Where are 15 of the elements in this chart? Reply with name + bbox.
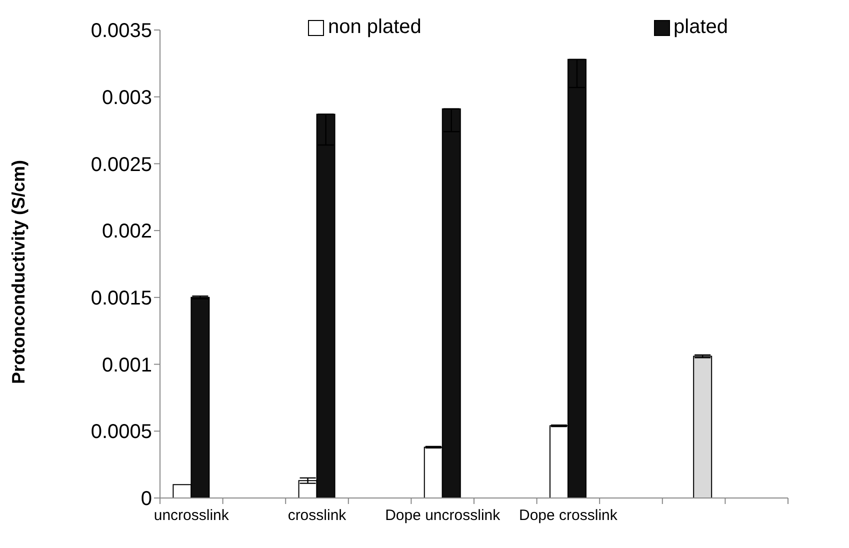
- y-tick-label: 0.003: [102, 86, 152, 109]
- y-tick-label: 0: [140, 488, 152, 510]
- y-axis-title: Protonconductivity (S/cm): [8, 160, 28, 384]
- x-tick-label: uncrosslink: [154, 507, 230, 524]
- legend-label: plated: [674, 16, 728, 39]
- y-tick-label: 0.0015: [90, 288, 152, 310]
- x-tick-label: crosslink: [288, 507, 347, 524]
- y-tick-label: 0.001: [102, 354, 152, 376]
- y-tick-label: 0.0025: [90, 154, 152, 176]
- x-tick-label: Dope crosslink: [519, 507, 618, 524]
- y-tick-label: 0.0005: [90, 421, 152, 444]
- y-tick-label: 0.002: [102, 220, 152, 243]
- y-tick-label: 0.0035: [90, 20, 152, 42]
- x-tick-label: Dope uncrosslink: [385, 507, 501, 524]
- legend-label: non plated: [328, 16, 422, 39]
